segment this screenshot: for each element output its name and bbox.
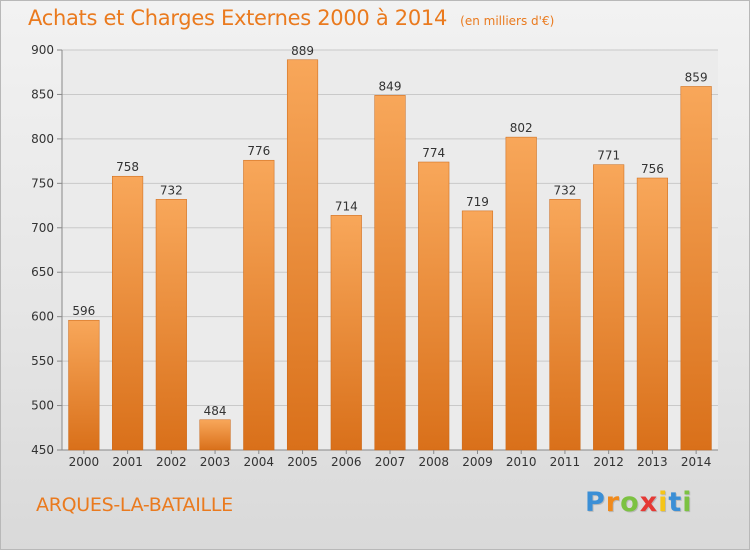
bar-2003 <box>199 419 231 451</box>
bar-2014 <box>680 86 712 451</box>
bar-2000 <box>68 319 100 451</box>
logo-letter: P <box>585 487 606 518</box>
x-tick-label-2009: 2009 <box>462 455 493 469</box>
x-tick-label-2000: 2000 <box>69 455 100 469</box>
data-label-2012: 771 <box>597 149 620 163</box>
data-label-2011: 732 <box>553 183 576 197</box>
bar-2008 <box>418 161 450 451</box>
data-label-2014: 859 <box>685 70 708 84</box>
chart-title: Achats et Charges Externes 2000 à 2014 <box>28 6 448 30</box>
data-label-2005: 889 <box>291 44 314 58</box>
data-label-2010: 802 <box>510 121 533 135</box>
x-tick-label-2005: 2005 <box>287 455 318 469</box>
bar-2011 <box>549 199 581 451</box>
y-tick-label-850: 850 <box>31 87 54 101</box>
y-tick-label-700: 700 <box>31 221 54 235</box>
data-label-2001: 758 <box>116 160 139 174</box>
bar-2001 <box>112 175 144 451</box>
logo-letter: t <box>668 487 683 518</box>
x-tick-label-2006: 2006 <box>331 455 362 469</box>
bar-2004 <box>243 159 275 451</box>
x-tick-label-2008: 2008 <box>418 455 449 469</box>
data-label-2003: 484 <box>204 404 227 418</box>
logo-letter: r <box>605 487 621 518</box>
logo-letter: o <box>620 487 640 518</box>
y-tick-label-600: 600 <box>31 310 54 324</box>
bar-2013 <box>636 177 668 451</box>
commune-name: ARQUES-LA-BATAILLE <box>36 494 233 516</box>
data-label-2000: 596 <box>72 304 95 318</box>
x-tick-label-2007: 2007 <box>375 455 406 469</box>
bar-2005 <box>286 59 319 451</box>
title-row: Achats et Charges Externes 2000 à 2014 (… <box>28 6 554 30</box>
x-tick-label-2011: 2011 <box>550 455 581 469</box>
x-tick-label-2003: 2003 <box>200 455 231 469</box>
logo-letter: i <box>682 487 693 518</box>
data-label-2008: 774 <box>422 146 445 160</box>
x-tick-label-2012: 2012 <box>593 455 624 469</box>
chart-subtitle: (en milliers d'€) <box>460 14 555 28</box>
x-tick-label-2014: 2014 <box>681 455 712 469</box>
data-label-2002: 732 <box>160 183 183 197</box>
y-tick-label-800: 800 <box>31 132 54 146</box>
logo-letter: i <box>658 487 669 518</box>
x-tick-label-2010: 2010 <box>506 455 537 469</box>
logo-letter: x <box>639 487 659 518</box>
y-tick-label-500: 500 <box>31 399 54 413</box>
data-label-2004: 776 <box>247 144 270 158</box>
data-label-2006: 714 <box>335 199 358 213</box>
x-tick-label-2001: 2001 <box>112 455 143 469</box>
bar-2002 <box>155 199 187 451</box>
data-label-2007: 849 <box>379 79 402 93</box>
bar-2010 <box>505 136 537 451</box>
x-tick-label-2004: 2004 <box>244 455 275 469</box>
proxiti-logo[interactable]: Proxiti <box>585 487 693 518</box>
bar-2009 <box>461 210 494 451</box>
x-tick-label-2002: 2002 <box>156 455 187 469</box>
y-tick-label-900: 900 <box>31 43 54 57</box>
y-tick-label-750: 750 <box>31 176 54 190</box>
x-tick-label-2013: 2013 <box>637 455 668 469</box>
y-tick-label-550: 550 <box>31 354 54 368</box>
y-tick-label-450: 450 <box>31 443 54 457</box>
data-label-2009: 719 <box>466 195 489 209</box>
data-label-2013: 756 <box>641 162 664 176</box>
bar-2006 <box>330 215 362 451</box>
bar-2012 <box>593 164 625 451</box>
bar-2007 <box>374 95 406 451</box>
y-tick-label-650: 650 <box>31 265 54 279</box>
